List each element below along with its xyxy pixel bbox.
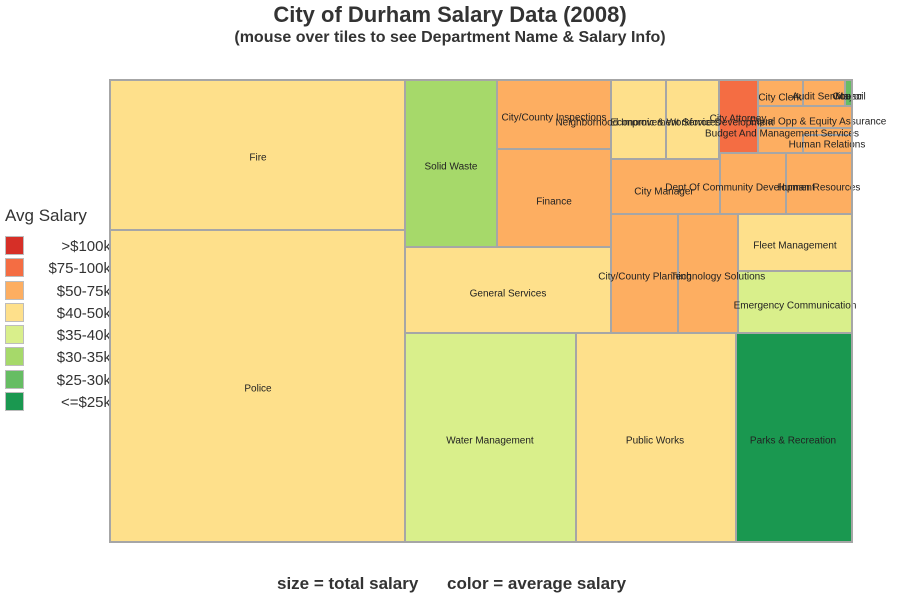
- treemap-tile[interactable]: [575, 332, 737, 543]
- tile-label: Equal Opp & Equity Assurance: [750, 117, 887, 128]
- tile-label: Police: [244, 384, 272, 395]
- tile-label: Public Works: [626, 436, 684, 447]
- legend-title: Avg Salary: [5, 206, 87, 225]
- tile-label: Budget And Management Services: [705, 129, 859, 140]
- legend-swatch: [5, 369, 24, 389]
- treemap-tile[interactable]: [785, 152, 853, 215]
- tile-label: City/County Inspections: [501, 113, 606, 124]
- legend-label: $75-100k: [48, 260, 111, 278]
- legend-item: $50-75k: [5, 280, 111, 303]
- tile-label: Parks & Recreation: [750, 436, 836, 447]
- legend-swatch: [5, 325, 24, 345]
- legend: >$100k $75-100k $50-75k $40-50k $35-40k …: [5, 236, 111, 414]
- treemap-tile[interactable]: [737, 213, 853, 272]
- tile-label: Economic & Workforce Development: [610, 118, 773, 129]
- treemap-tile[interactable]: [610, 213, 679, 334]
- legend-item: $75-100k: [5, 258, 111, 280]
- tile-label: Human Resources: [778, 183, 861, 194]
- legend-item: $30-35k: [5, 347, 111, 369]
- legend-swatch: [5, 347, 24, 367]
- legend-label: $35-40k: [56, 327, 111, 345]
- tile-label: Water Management: [446, 436, 534, 447]
- tile-label: Council: [832, 92, 865, 103]
- tile-label: Technology Solutions: [671, 272, 766, 283]
- legend-label: >$100k: [61, 238, 111, 255]
- legend-swatch: [5, 258, 24, 278]
- legend-label: $40-50k: [56, 304, 111, 322]
- legend-swatch: [5, 236, 24, 255]
- plot-border: [109, 79, 853, 543]
- size-note: size = total salary: [277, 574, 419, 593]
- legend-item: $25-30k: [5, 369, 111, 392]
- treemap-tile[interactable]: [737, 270, 853, 334]
- legend-label: $30-35k: [56, 349, 111, 367]
- treemap-tile[interactable]: [109, 229, 406, 543]
- tile-label: Dept Of Community Development: [665, 183, 815, 194]
- legend-item: <=$25k: [5, 392, 111, 414]
- chart-subtitle: (mouse over tiles to see Department Name…: [234, 29, 666, 46]
- tile-label: Solid Waste: [425, 162, 478, 173]
- treemap-tile[interactable]: [735, 332, 853, 543]
- legend-label: <=$25k: [60, 394, 111, 412]
- legend-label: $50-75k: [56, 282, 111, 300]
- tile-label: Finance: [536, 197, 572, 208]
- legend-swatch: [5, 302, 24, 322]
- legend-label: $25-30k: [56, 371, 111, 389]
- tile-label: Fire: [249, 153, 267, 164]
- treemap-tile[interactable]: [719, 152, 787, 215]
- tile-label: City/County Planning: [598, 272, 691, 283]
- treemap-tile[interactable]: [610, 79, 667, 160]
- legend-item: $35-40k: [5, 325, 111, 347]
- tile-label: Human Relations: [789, 140, 866, 151]
- tile-label: Fleet Management: [753, 241, 837, 252]
- tile-label: Audit Services: [792, 92, 856, 103]
- tile-label: Emergency Communication: [734, 301, 857, 312]
- tile-label: General Services: [470, 289, 547, 300]
- treemap-tile[interactable]: [610, 158, 721, 215]
- treemap-tile[interactable]: [404, 246, 612, 334]
- tile-label: City Clerk: [758, 93, 802, 104]
- tile-label: Neighborhood Improvement Services: [555, 118, 720, 129]
- treemap-tile[interactable]: [404, 332, 577, 543]
- tile-label: Mayor: [835, 92, 863, 103]
- color-note: color = average salary: [447, 574, 627, 593]
- tile-label: City Manager: [634, 187, 694, 198]
- legend-swatch: [5, 392, 24, 412]
- legend-item: >$100k: [5, 236, 111, 258]
- legend-item: $40-50k: [5, 302, 111, 325]
- tile-label: City Attorney: [710, 114, 767, 125]
- treemap-tile[interactable]: [496, 148, 612, 248]
- chart-title: City of Durham Salary Data (2008): [273, 2, 627, 27]
- treemap-tile[interactable]: [677, 213, 739, 334]
- legend-swatch: [5, 280, 24, 300]
